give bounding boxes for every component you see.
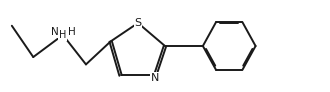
Text: N: N [151,73,159,83]
Text: S: S [134,18,142,28]
Text: H: H [68,27,76,37]
Text: H: H [59,30,67,40]
Text: N: N [51,27,58,37]
